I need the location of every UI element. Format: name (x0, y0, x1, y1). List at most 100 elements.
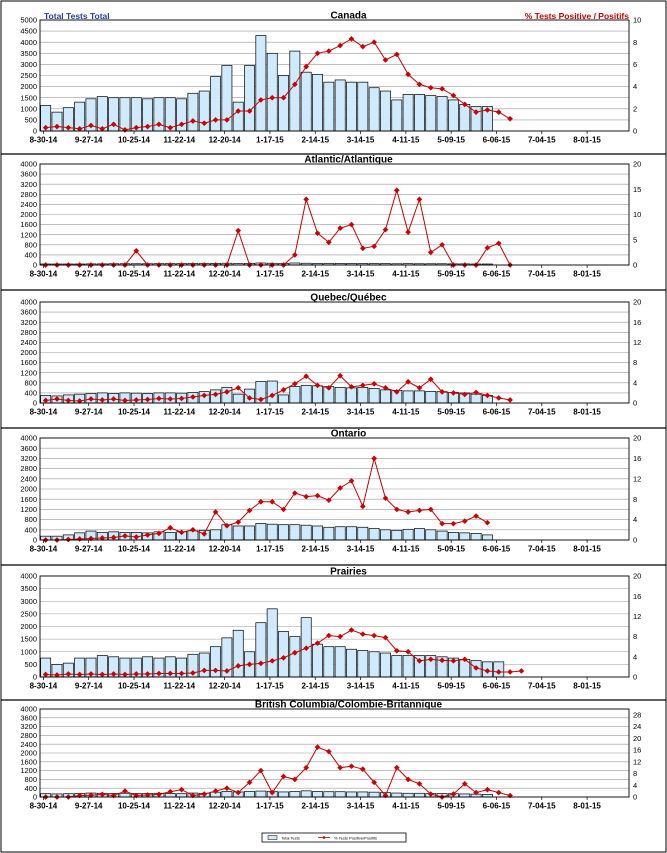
x-tick-label: 8-01-15 (573, 802, 601, 811)
bar (459, 104, 471, 132)
left-tick-label: 3200 (20, 180, 37, 189)
percent-positive-point (110, 671, 117, 677)
percent-positive-point (292, 776, 298, 783)
percent-positive-point (405, 229, 411, 236)
percent-positive-point (212, 788, 219, 794)
percent-positive-point (65, 671, 72, 677)
percent-positive-point (359, 766, 366, 772)
x-tick-label: 9-27-14 (75, 408, 103, 417)
right-tick-label: 0 (633, 536, 637, 545)
bar (459, 793, 471, 798)
x-tick-label: 8-30-14 (30, 682, 58, 691)
percent-positive-point (235, 108, 242, 114)
right-tick-label: 6 (633, 60, 637, 69)
bar (232, 393, 244, 404)
x-tick-label: 6-06-15 (483, 545, 511, 554)
right-tick-label: 20 (633, 160, 641, 169)
percent-positive-point (371, 779, 377, 786)
x-tick-label: 12-20-14 (209, 136, 242, 145)
percent-positive-point (450, 791, 457, 797)
percent-positive-point (416, 780, 423, 787)
percent-positive-point (269, 392, 276, 399)
x-tick-label: 6-06-15 (483, 802, 511, 811)
percent-positive-point (280, 773, 287, 780)
bar (232, 629, 244, 678)
bar (402, 94, 414, 132)
right-tick-label: 2 (633, 104, 637, 113)
left-tick-label: 2800 (20, 731, 37, 740)
percent-positive-point (258, 660, 264, 667)
right-tick-label: 16 (633, 592, 641, 601)
percent-positive-point (348, 478, 355, 484)
x-tick-label: 4-11-15 (392, 136, 420, 145)
chart-panel: British Columbia/Colombie-Britannique040… (1, 699, 666, 811)
right-tick-label: 4 (633, 652, 637, 661)
x-tick-label: 9-27-14 (75, 270, 103, 279)
x-tick-label: 4-11-15 (392, 682, 420, 691)
left-tick-label: 2800 (20, 328, 37, 337)
percent-positive-point (405, 509, 411, 515)
percent-positive-point (348, 763, 355, 770)
percent-positive-point (201, 531, 208, 537)
percent-positive-point (416, 196, 423, 203)
percent-positive-point (156, 530, 162, 537)
percent-positive-point (235, 663, 242, 669)
bar (334, 791, 346, 798)
percent-positive-point (212, 391, 219, 398)
x-tick-label: 10-25-14 (118, 408, 151, 417)
percent-positive-point (235, 227, 242, 234)
percent-positive-point (461, 656, 468, 663)
x-tick-label: 5-09-15 (437, 270, 465, 279)
x-tick-label: 8-01-15 (573, 682, 601, 691)
bar (391, 99, 403, 132)
percent-positive-point (314, 382, 321, 389)
left-tick-label: 4000 (20, 298, 37, 307)
percent-positive-point (201, 667, 208, 674)
left-tick-label: 2500 (20, 71, 37, 80)
right-tick-label: 8 (633, 495, 637, 504)
percent-positive-point (326, 239, 332, 246)
percent-positive-point (110, 121, 117, 128)
x-tick-label: 8-30-14 (30, 270, 58, 279)
percent-positive-point (246, 108, 253, 114)
panel-title: Ontario (331, 429, 367, 440)
percent-positive-point (167, 124, 174, 131)
left-tick-label: 2400 (20, 338, 37, 347)
left-tick-label: 800 (24, 775, 37, 784)
bar (425, 391, 437, 404)
percent-positive-point (76, 125, 83, 132)
x-tick-label: 8-30-14 (30, 802, 58, 811)
percent-positive-point (439, 389, 445, 395)
percent-positive-point (133, 534, 140, 540)
left-tick-label: 4000 (20, 705, 37, 714)
x-tick-label: 2-14-15 (301, 408, 329, 417)
x-tick-label: 1-17-15 (256, 408, 284, 417)
left-tick-label: 3600 (20, 170, 37, 179)
percent-positive-line (45, 456, 488, 541)
bar (312, 74, 323, 132)
plot-frame (39, 575, 630, 678)
x-tick-label: 8-30-14 (30, 545, 58, 554)
percent-positive-point (393, 187, 400, 194)
bar (323, 791, 335, 798)
percent-positive-point (359, 245, 366, 252)
left-tick-label: 3500 (20, 584, 37, 593)
left-tick-label: 2000 (20, 622, 37, 631)
right-tick-label: 15 (633, 185, 641, 194)
x-tick-label: 4-11-15 (392, 408, 420, 417)
bar (312, 791, 323, 798)
right-tick-label: 4 (633, 378, 637, 387)
bar (470, 393, 482, 404)
percent-positive-point (280, 654, 287, 661)
percent-positive-point (246, 507, 253, 514)
x-tick-label: 10-25-14 (118, 136, 151, 145)
percent-positive-point (473, 109, 479, 115)
bar (278, 524, 289, 541)
left-tick-label: 400 (24, 525, 37, 534)
percent-positive-point (337, 225, 343, 231)
percent-positive-point (178, 395, 185, 402)
percent-positive-point (224, 117, 230, 123)
percent-positive-point (235, 385, 242, 391)
x-tick-label: 7-04-15 (528, 545, 556, 554)
